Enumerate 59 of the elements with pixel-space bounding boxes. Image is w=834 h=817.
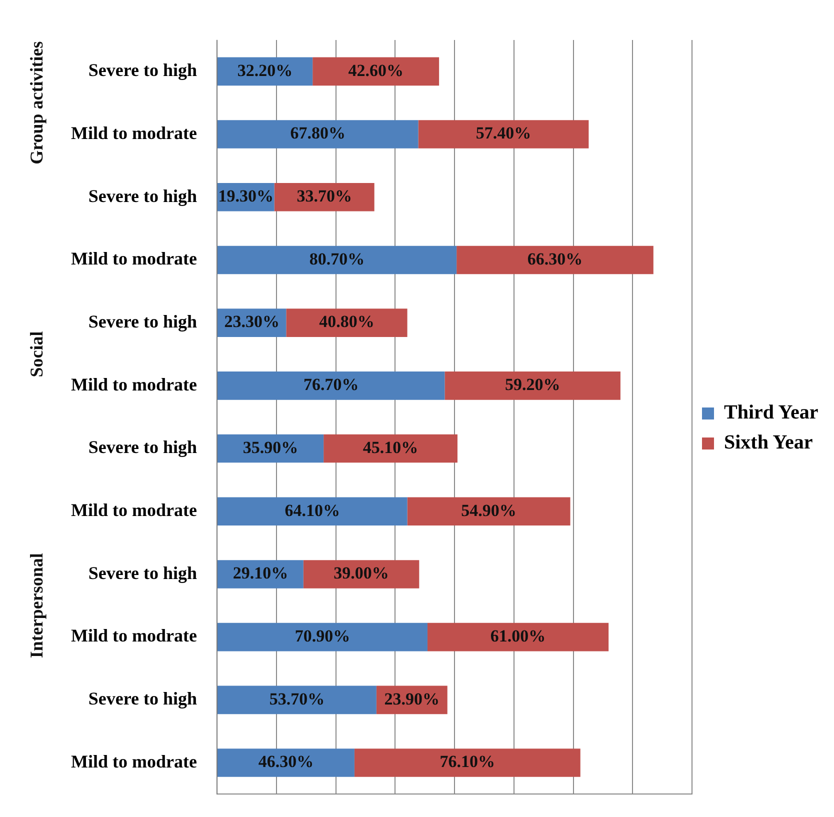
y-tick-label: Mild to modrate: [71, 751, 197, 772]
bar: [324, 434, 458, 463]
bar: [303, 560, 420, 588]
data-label: 35.90%: [242, 438, 298, 457]
data-label: 45.10%: [362, 438, 418, 457]
data-label: 64.10%: [284, 500, 340, 520]
data-label: 67.80%: [290, 124, 346, 143]
legend-label: Sixth Year: [724, 432, 813, 454]
data-label: 53.70%: [269, 689, 325, 708]
bar: [218, 246, 457, 274]
data-label: 39.00%: [334, 564, 389, 583]
bar: [286, 308, 408, 337]
data-label: 32.20%: [237, 60, 293, 80]
bar: [444, 372, 620, 400]
data-label: 42.60%: [348, 60, 404, 80]
bar: [218, 120, 418, 148]
y-tick-label: Severe to high: [88, 186, 197, 206]
bar: [312, 57, 440, 86]
bar: [218, 748, 354, 777]
bar: [418, 120, 589, 148]
y-tick-label: Severe to high: [88, 311, 197, 332]
bar: [218, 686, 376, 714]
bar: [218, 372, 445, 400]
data-label: 19.30%: [218, 186, 274, 206]
y-tick-label: Mild to modrate: [71, 248, 197, 269]
data-label: 59.20%: [504, 375, 560, 394]
y-tick-label: Mild to modrate: [71, 500, 197, 520]
data-label: 57.40%: [476, 124, 532, 143]
data-label: 29.10%: [232, 564, 288, 583]
data-label: 76.70%: [303, 375, 359, 394]
data-label: 54.90%: [461, 500, 516, 520]
text: Interpersonal: [26, 553, 47, 658]
data-label: 23.30%: [224, 312, 280, 332]
legend-label: Third Year: [724, 402, 818, 424]
data-label: 33.70%: [296, 186, 352, 206]
data-label: 80.70%: [309, 249, 365, 268]
data-label: 70.90%: [294, 626, 350, 646]
data-label: 66.30%: [527, 249, 583, 268]
y-tick-label: Severe to high: [88, 60, 197, 80]
data-label: 76.10%: [440, 752, 496, 772]
text: Social: [26, 331, 47, 378]
data-label: 46.30%: [258, 752, 314, 772]
y-tick-label: Severe to high: [88, 437, 197, 458]
bar: [354, 748, 580, 777]
text: Group activities: [26, 41, 47, 164]
y-tick-label: Mild to modrate: [71, 374, 197, 394]
bar: [407, 497, 570, 526]
bar: [427, 622, 609, 652]
data-label: 61.00%: [490, 626, 546, 646]
y-tick-label: Mild to modrate: [71, 626, 197, 646]
y-tick-label: Mild to modrate: [71, 122, 197, 143]
bar: [218, 622, 428, 652]
bar: [274, 182, 374, 212]
bar: [218, 497, 408, 526]
data-label: 40.80%: [319, 312, 374, 332]
y-tick-label: Severe to high: [88, 562, 197, 583]
data-label: 23.90%: [384, 689, 440, 708]
y-tick-label: Severe to high: [88, 688, 197, 709]
bar: [456, 246, 654, 274]
